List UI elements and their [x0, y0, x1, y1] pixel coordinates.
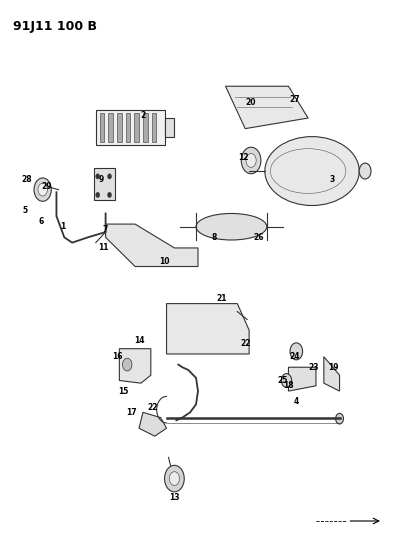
Circle shape — [165, 465, 184, 492]
Bar — [100, 113, 105, 142]
Bar — [143, 113, 148, 142]
Polygon shape — [106, 224, 198, 266]
Circle shape — [34, 178, 51, 201]
Text: 22: 22 — [240, 339, 250, 348]
Text: 16: 16 — [112, 352, 123, 361]
Text: 11: 11 — [98, 244, 109, 253]
Circle shape — [169, 472, 179, 486]
Text: 21: 21 — [216, 294, 227, 303]
Text: 4: 4 — [294, 397, 299, 406]
Text: 2: 2 — [140, 111, 146, 120]
Bar — [94, 168, 115, 200]
Bar — [126, 113, 130, 142]
Text: 5: 5 — [23, 206, 28, 215]
Circle shape — [96, 192, 100, 198]
Text: 8: 8 — [211, 233, 217, 242]
Text: 17: 17 — [126, 408, 137, 417]
Circle shape — [122, 358, 132, 371]
Bar — [96, 110, 165, 144]
Bar — [109, 113, 113, 142]
Circle shape — [96, 174, 100, 179]
Circle shape — [336, 414, 343, 424]
Polygon shape — [226, 86, 308, 128]
Text: 15: 15 — [118, 386, 128, 395]
Bar — [165, 118, 174, 136]
Text: 29: 29 — [41, 182, 52, 191]
Text: 9: 9 — [99, 174, 104, 183]
Text: 13: 13 — [169, 492, 180, 502]
Text: 26: 26 — [254, 233, 264, 242]
Text: 18: 18 — [283, 381, 294, 390]
Polygon shape — [167, 304, 249, 354]
Circle shape — [241, 147, 261, 174]
Text: 22: 22 — [148, 402, 158, 411]
Text: 91J11 100 B: 91J11 100 B — [13, 20, 97, 33]
Text: 27: 27 — [289, 95, 300, 104]
Bar — [117, 113, 122, 142]
Text: 3: 3 — [329, 174, 334, 183]
Circle shape — [359, 163, 371, 179]
Ellipse shape — [196, 214, 267, 240]
Text: 20: 20 — [246, 98, 256, 107]
Polygon shape — [324, 357, 339, 391]
Text: 6: 6 — [38, 217, 43, 226]
Ellipse shape — [265, 136, 359, 206]
Circle shape — [108, 192, 112, 198]
Text: 10: 10 — [159, 257, 170, 265]
Polygon shape — [139, 413, 167, 436]
Text: 14: 14 — [134, 336, 144, 345]
Text: 24: 24 — [289, 352, 300, 361]
Polygon shape — [288, 367, 316, 391]
Circle shape — [290, 343, 303, 360]
Circle shape — [282, 374, 291, 387]
Polygon shape — [119, 349, 151, 383]
Text: 28: 28 — [22, 174, 32, 183]
Text: 25: 25 — [277, 376, 288, 385]
Bar — [134, 113, 139, 142]
Text: 1: 1 — [60, 222, 65, 231]
Text: 7: 7 — [103, 225, 108, 234]
Bar — [152, 113, 156, 142]
Circle shape — [108, 174, 112, 179]
Text: 12: 12 — [238, 154, 248, 163]
Circle shape — [246, 154, 256, 167]
Text: 23: 23 — [309, 363, 319, 372]
Text: 19: 19 — [328, 363, 339, 372]
Circle shape — [38, 183, 48, 196]
